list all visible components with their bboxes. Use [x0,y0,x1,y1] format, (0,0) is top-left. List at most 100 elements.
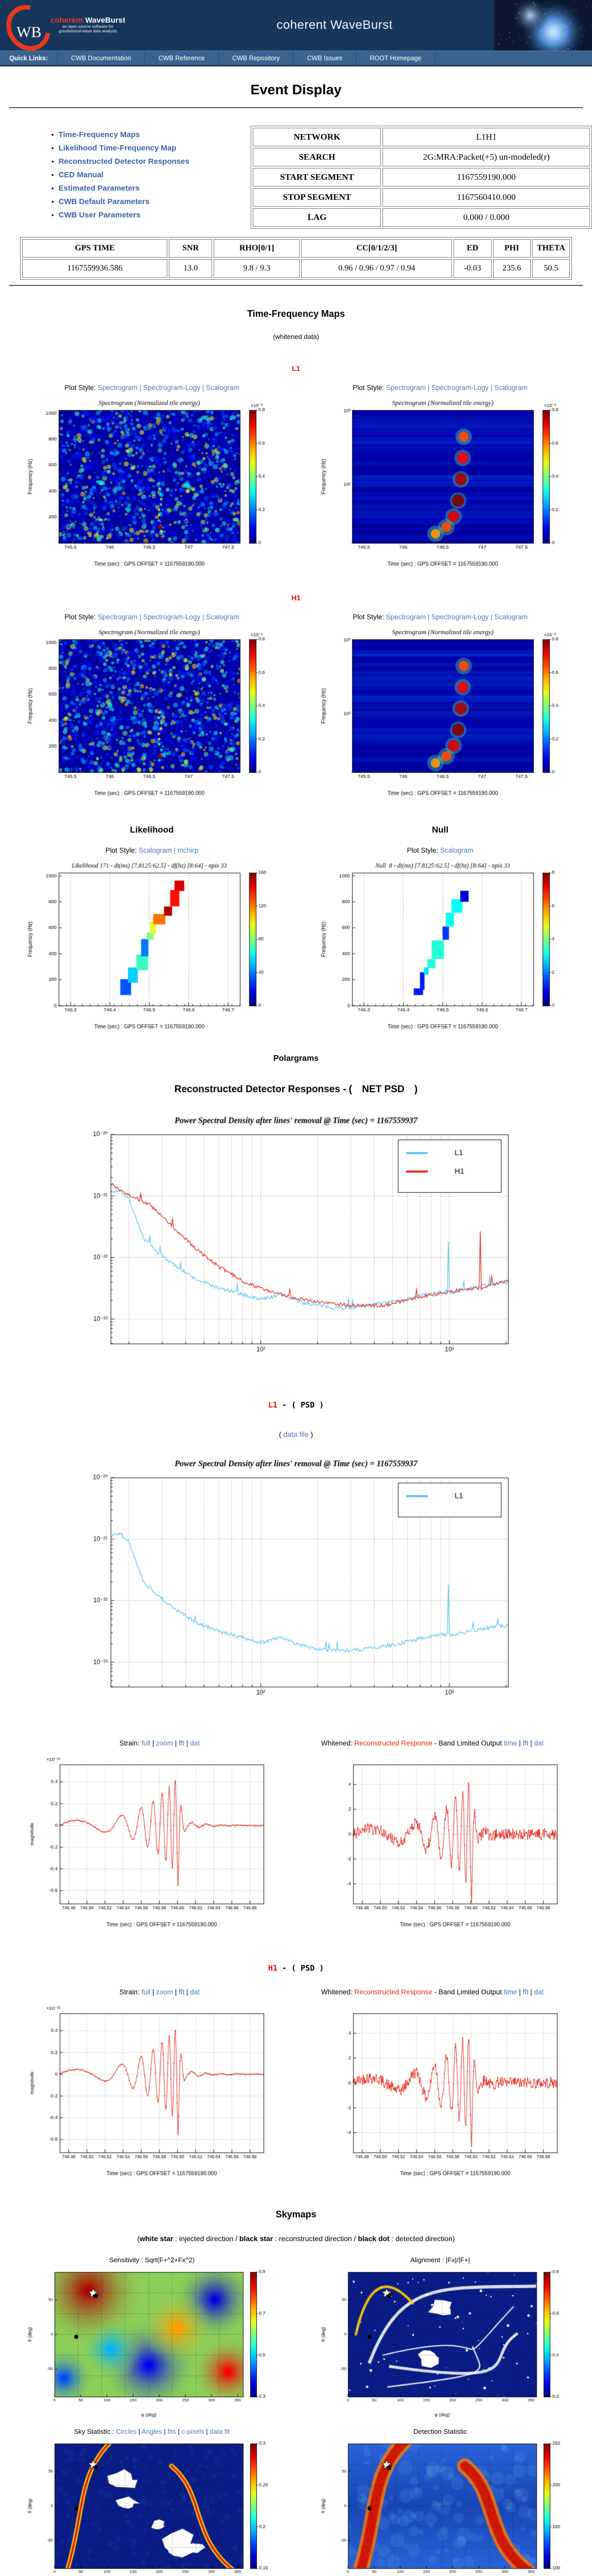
nav-item-cwb-issues[interactable]: CWB Issues [293,51,357,65]
skymap-caption-sensitivity: Sensitivity : Sqrt(F+^2+Fx^2) [109,2256,195,2264]
quick-link-time-frequency-maps[interactable]: Time-Frequency Maps [58,130,140,139]
nav-item-cwb-reference[interactable]: CWB Reference [145,51,219,65]
event-table-header: SNR [169,239,213,258]
quick-link-reconstructed-detector-responses[interactable]: Reconstructed Detector Responses [58,157,189,166]
quick-links-label: Quick Links: [0,51,58,65]
strain-link-zoom[interactable]: zoom [156,1739,173,1747]
plot-style-link-spectrogram-logy[interactable]: Spectrogram-Logy [431,613,489,621]
plot-style-link-spectrogram-logy[interactable]: Spectrogram-Logy [143,613,201,621]
sky-statistic-link-Angles[interactable]: Angles [141,2428,162,2435]
l1-psd-suffix[interactable]: - ( PSD ) [282,1400,324,1410]
quick-link-estimated-parameters[interactable]: Estimated Parameters [58,184,140,193]
network-table-value: 2G:MRA:Packet(+5) un-modeled(r) [382,148,590,166]
plot-style-link-spectrogram-logy[interactable]: Spectrogram-Logy [143,384,201,392]
rdr-suffix: ) [414,1084,418,1095]
h1-psd-label: H1 [268,1963,277,1973]
strain-link-zoom[interactable]: zoom [156,1988,173,1996]
h1-strain-links-row: Strain: full | zoom | fft | dat Whitened… [0,1988,592,1996]
h1-whitened-waveform-plot [319,1999,566,2179]
plot-style-link-scalogram[interactable]: Scalogram [494,613,528,621]
sky-statistic-link-c-pixels[interactable]: c-pixels [181,2428,204,2435]
event-table-header: GPS TIME [22,239,168,258]
plot-style-link-spectrogram[interactable]: Spectrogram [97,613,138,621]
net-psd-link[interactable]: NET PSD [362,1084,405,1095]
quick-link-item: CED Manual [51,171,230,179]
whitened-link-dat[interactable]: dat [534,1988,544,1996]
sky-statistic-link-Circles[interactable]: Circles [116,2428,137,2435]
skymap-caption-detection-statistic: Detection Statistic [413,2428,467,2435]
nav-item-cwb-documentation[interactable]: CWB Documentation [58,51,145,65]
quick-link-likelihood-time-frequency-map[interactable]: Likelihood Time-Frequency Map [58,144,177,152]
l1-whitened-waveform-plot [319,1750,566,1930]
h1-psd-suffix[interactable]: - ( PSD ) [282,1963,324,1973]
network-table-value: L1H1 [382,128,590,146]
l1-spectrogram-row [0,395,592,570]
network-table-row: SEARCH 2G:MRA:Packet(+5) un-modeled(r) [253,148,590,166]
h1-spectrogram-log-plot [319,624,566,799]
event-table-header: ED [454,239,492,258]
quick-link-cwb-user-parameters[interactable]: CWB User Parameters [58,211,141,219]
network-table-row: NETWORK L1H1 [253,128,590,146]
sky-row-1: Sensitivity : Sqrt(F+^2+Fx^2) Alignment … [0,2256,592,2420]
likelihood-plot-style-row: Plot Style: Scalogram | mchirp Plot Styl… [0,846,592,854]
detection-statistic-skymap [319,2437,566,2576]
l1-data-file-link[interactable]: data file [283,1430,309,1438]
legend-term: black star [239,2234,273,2243]
h1-section-title: H1 [291,594,301,602]
l1-spectrogram-log-plot [319,395,566,570]
quick-link-item: Estimated Parameters [51,184,230,193]
plot-style-link-spectrogram[interactable]: Spectrogram [386,613,426,621]
whitened-link-fft[interactable]: fft [523,1739,529,1747]
whitened-link-dat[interactable]: dat [534,1739,544,1747]
plot-style-link-scalogram[interactable]: Scalogram [206,613,239,621]
strain-link-fft[interactable]: fft [179,1988,185,1996]
whitened-link-fft[interactable]: fft [523,1988,529,1996]
plot-style-link-scalogram[interactable]: Scalogram [138,846,172,854]
strain-link-full[interactable]: full [141,1739,151,1747]
plot-style-link-scalogram[interactable]: Scalogram [206,384,239,392]
nav-items: CWB Documentation CWB Reference CWB Reposi… [58,51,436,65]
h1-left-plot-style: Plot Style: Spectrogram | Spectrogram-Lo… [64,613,239,621]
whitened-link-time[interactable]: time [503,1988,517,1996]
h1-spectrogram-linear-plot [26,624,273,799]
strain-link-full[interactable]: full [141,1988,151,1996]
strain-link-dat[interactable]: dat [190,1988,200,1996]
cwb-logo-monogram: WB [16,24,42,41]
plot-style-link-spectrogram[interactable]: Spectrogram [386,384,426,392]
network-table-label: LAG [253,208,381,227]
alignment-skymap [319,2266,566,2420]
whitened-link-time[interactable]: time [503,1739,517,1747]
quick-link-item: Likelihood Time-Frequency Map [51,144,230,152]
l1-right-plot-style: Plot Style: Spectrogram | Spectrogram-Lo… [353,384,528,392]
plot-style-link-spectrogram-logy[interactable]: Spectrogram-Logy [431,384,489,392]
h1-plot-style-row: Plot Style: Spectrogram | Spectrogram-Lo… [0,613,592,621]
sky-statistic-links: Sky Statistic : Circles | Angles | fits … [74,2428,230,2435]
whitened-selected[interactable]: Reconstructed Response [354,1988,432,1996]
nav-item-root-homepage[interactable]: ROOT Homepage [356,51,436,65]
strain-link-dat[interactable]: dat [190,1739,200,1747]
quick-link-ced-manual[interactable]: CED Manual [58,171,104,179]
logo-brand-waveburst: WaveBurst [83,15,126,25]
strain-link-fft[interactable]: fft [179,1739,185,1747]
plot-style-link-scalogram[interactable]: Scalogram [440,846,474,854]
l1-psd-wrap [0,1453,592,1710]
whitened-selected[interactable]: Reconstructed Response [354,1739,432,1747]
header-nebula-image [494,0,592,50]
cwb-logo: WB coherent WaveBurst an open source sof… [0,0,175,60]
plot-style-link-mchirp[interactable]: mchirp [177,846,199,854]
plot-style-link-spectrogram[interactable]: Spectrogram [97,384,138,392]
l1-psd-plot [69,1453,523,1710]
sky-statistic-link-fits[interactable]: fits [167,2428,176,2435]
nav-item-cwb-repository[interactable]: CWB Repository [219,51,294,65]
quick-link-cwb-default-parameters[interactable]: CWB Default Parameters [58,197,150,206]
plot-style-link-scalogram[interactable]: Scalogram [494,384,528,392]
l1-plot-style-row: Plot Style: Spectrogram | Spectrogram-Lo… [0,384,592,392]
likelihood-heading: Likelihood [130,825,174,835]
rdr-prefix: Reconstructed Detector Responses - ( [174,1084,352,1095]
sky-statistic-link-data-fit[interactable]: data fit [210,2428,230,2435]
l1-data-file-row: ( data file ) [278,1430,314,1438]
event-table-header: PHI [493,239,531,258]
skymaps-title: Skymaps [275,2209,317,2219]
event-table-value: 13.0 [169,259,213,278]
net-psd-plot [69,1110,523,1367]
